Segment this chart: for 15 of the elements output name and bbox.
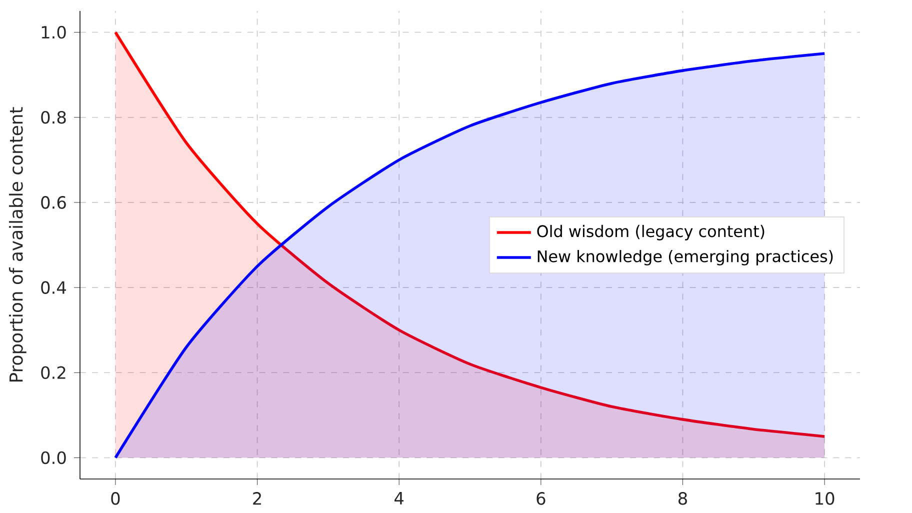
legend-label: New knowledge (emerging practices) (538, 250, 833, 266)
x-tick-label: 6 (536, 492, 546, 505)
y-tick-label: 0.4 (41, 281, 66, 294)
y-axis-title: Proportion of available content (8, 107, 26, 382)
y-tick-label: 1.0 (42, 26, 66, 39)
x-tick-label: 4 (394, 492, 404, 504)
x-tick-label: 2 (253, 492, 261, 505)
y-tick-label: 0.6 (41, 196, 66, 209)
x-tick-label: 8 (678, 492, 687, 505)
y-tick-label: 0.2 (41, 366, 66, 380)
y-tick-label: 0.0 (41, 451, 66, 464)
x-tick-label: 0 (111, 492, 120, 505)
y-tick-label: 0.8 (41, 110, 66, 124)
legend-label: Old wisdom (legacy content) (537, 224, 764, 240)
x-tick-label: 10 (816, 492, 834, 505)
